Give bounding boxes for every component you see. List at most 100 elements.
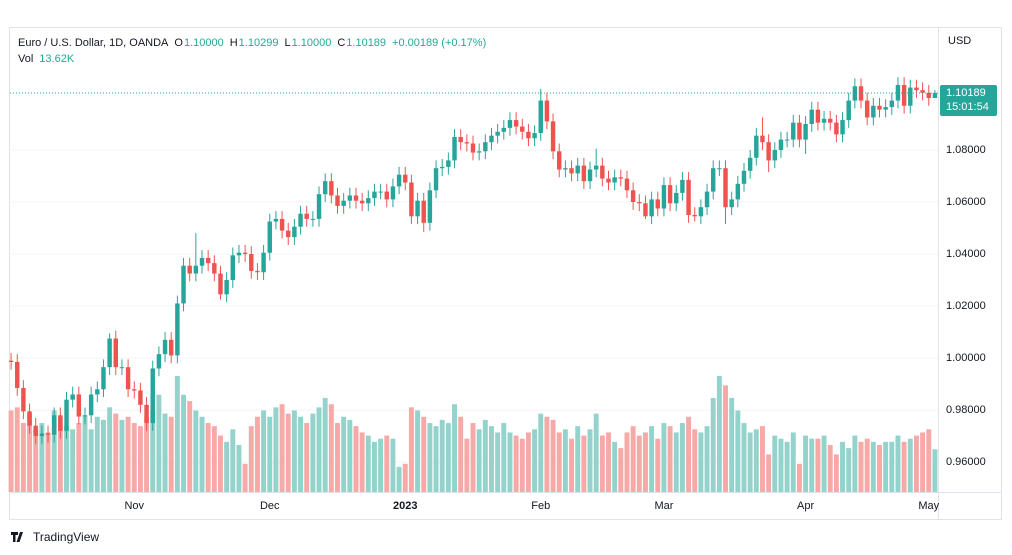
candle-body <box>175 303 180 356</box>
candle-body <box>710 168 716 192</box>
volume-bar <box>778 438 784 492</box>
candle-body <box>840 120 845 135</box>
candle-body <box>403 174 408 183</box>
volume-bar <box>556 432 562 492</box>
volume-bar <box>858 441 864 492</box>
volume-bar <box>254 416 260 492</box>
volume-bar <box>538 413 544 492</box>
candle-body <box>193 265 199 274</box>
volume-bar <box>341 416 347 492</box>
volume-bar <box>101 419 106 492</box>
volume-bar <box>439 419 445 492</box>
volume-bar <box>926 429 932 492</box>
volume-bar <box>205 423 211 492</box>
candle-body <box>729 199 734 208</box>
volume-bar <box>550 419 556 492</box>
candle-body <box>261 252 266 273</box>
candle-body <box>741 170 747 184</box>
volume-bar <box>310 413 316 492</box>
candle-body <box>587 169 593 182</box>
volume-bar <box>698 432 704 492</box>
volume-bar <box>174 376 180 492</box>
volume-bar <box>261 410 267 492</box>
volume-bar <box>575 426 581 492</box>
candle-body <box>926 92 931 98</box>
volume-bar <box>507 432 513 492</box>
volume-bar <box>932 449 938 492</box>
candle-body <box>150 368 155 424</box>
candle-body <box>618 177 624 179</box>
currency: USD <box>948 35 971 47</box>
candle-body <box>495 131 500 136</box>
x-tick-label: Dec <box>260 500 280 512</box>
stat-value: 1.10000 <box>183 37 224 49</box>
candle-body <box>538 100 543 134</box>
candle-body <box>8 360 14 362</box>
candle-body <box>286 230 291 238</box>
volume-bar <box>673 432 679 492</box>
candle-body <box>791 122 796 140</box>
candle-body <box>347 195 353 201</box>
volume-bar <box>57 416 63 492</box>
volume-bar <box>827 444 833 492</box>
candle-body <box>433 168 439 191</box>
candle-body <box>255 270 260 273</box>
volume-bar <box>113 413 119 492</box>
candle-body <box>815 109 821 123</box>
stat-label: L <box>284 37 291 49</box>
y-tick-label: 1.06000 <box>946 196 986 208</box>
volume-bar <box>242 463 248 492</box>
candle-body <box>852 86 858 101</box>
candle-body <box>606 178 611 183</box>
candle-body <box>51 415 57 435</box>
candle-body <box>784 139 790 141</box>
candle-body <box>132 389 137 391</box>
x-tick-label: Nov <box>124 500 144 512</box>
volume-bar <box>427 423 433 492</box>
volume-bar <box>187 401 193 492</box>
volume-bar <box>562 429 568 492</box>
volume-bar <box>421 416 427 492</box>
volume-bar <box>304 423 310 492</box>
volume-bar <box>248 426 254 492</box>
volume-bar <box>94 416 100 492</box>
change: +0.00189 (+0.17%) <box>392 37 487 49</box>
volume-bar <box>452 404 457 492</box>
x-tick-label: 2023 <box>393 500 417 512</box>
volume-bar <box>606 432 611 492</box>
candle-body <box>76 394 82 417</box>
candle-body <box>513 120 519 127</box>
volume-bar <box>735 410 741 492</box>
candle-body <box>470 143 476 153</box>
volume-bar <box>458 416 464 492</box>
candle-body <box>692 215 697 217</box>
candle-body <box>230 255 236 281</box>
candle-body <box>64 399 69 431</box>
volume-bar <box>125 416 131 492</box>
symbol-title: Euro / U.S. Dollar, 1D, OANDA <box>18 37 169 49</box>
volume-bar <box>70 429 76 492</box>
volume-bar <box>236 444 242 492</box>
candle-body <box>920 90 925 93</box>
candle-body <box>834 122 839 135</box>
candle-body <box>643 203 648 217</box>
volume-bar <box>864 438 870 492</box>
candle-body <box>754 135 759 158</box>
volume-bar <box>796 463 802 492</box>
candle-body <box>593 165 599 170</box>
volume-pane <box>8 376 938 492</box>
volume-bar <box>840 441 845 492</box>
volume-bar <box>729 397 735 492</box>
candle-body <box>390 186 396 200</box>
candle-body <box>735 183 741 200</box>
volume-bar <box>144 416 150 492</box>
volume-bar <box>328 404 334 492</box>
volume-bar <box>193 410 199 492</box>
candle-body <box>680 179 685 193</box>
candle-body <box>458 136 463 143</box>
candle-body <box>489 135 494 143</box>
stat-label: C <box>337 37 346 49</box>
candle-body <box>821 118 827 123</box>
candle-body <box>877 105 882 110</box>
volume-bar <box>359 432 365 492</box>
